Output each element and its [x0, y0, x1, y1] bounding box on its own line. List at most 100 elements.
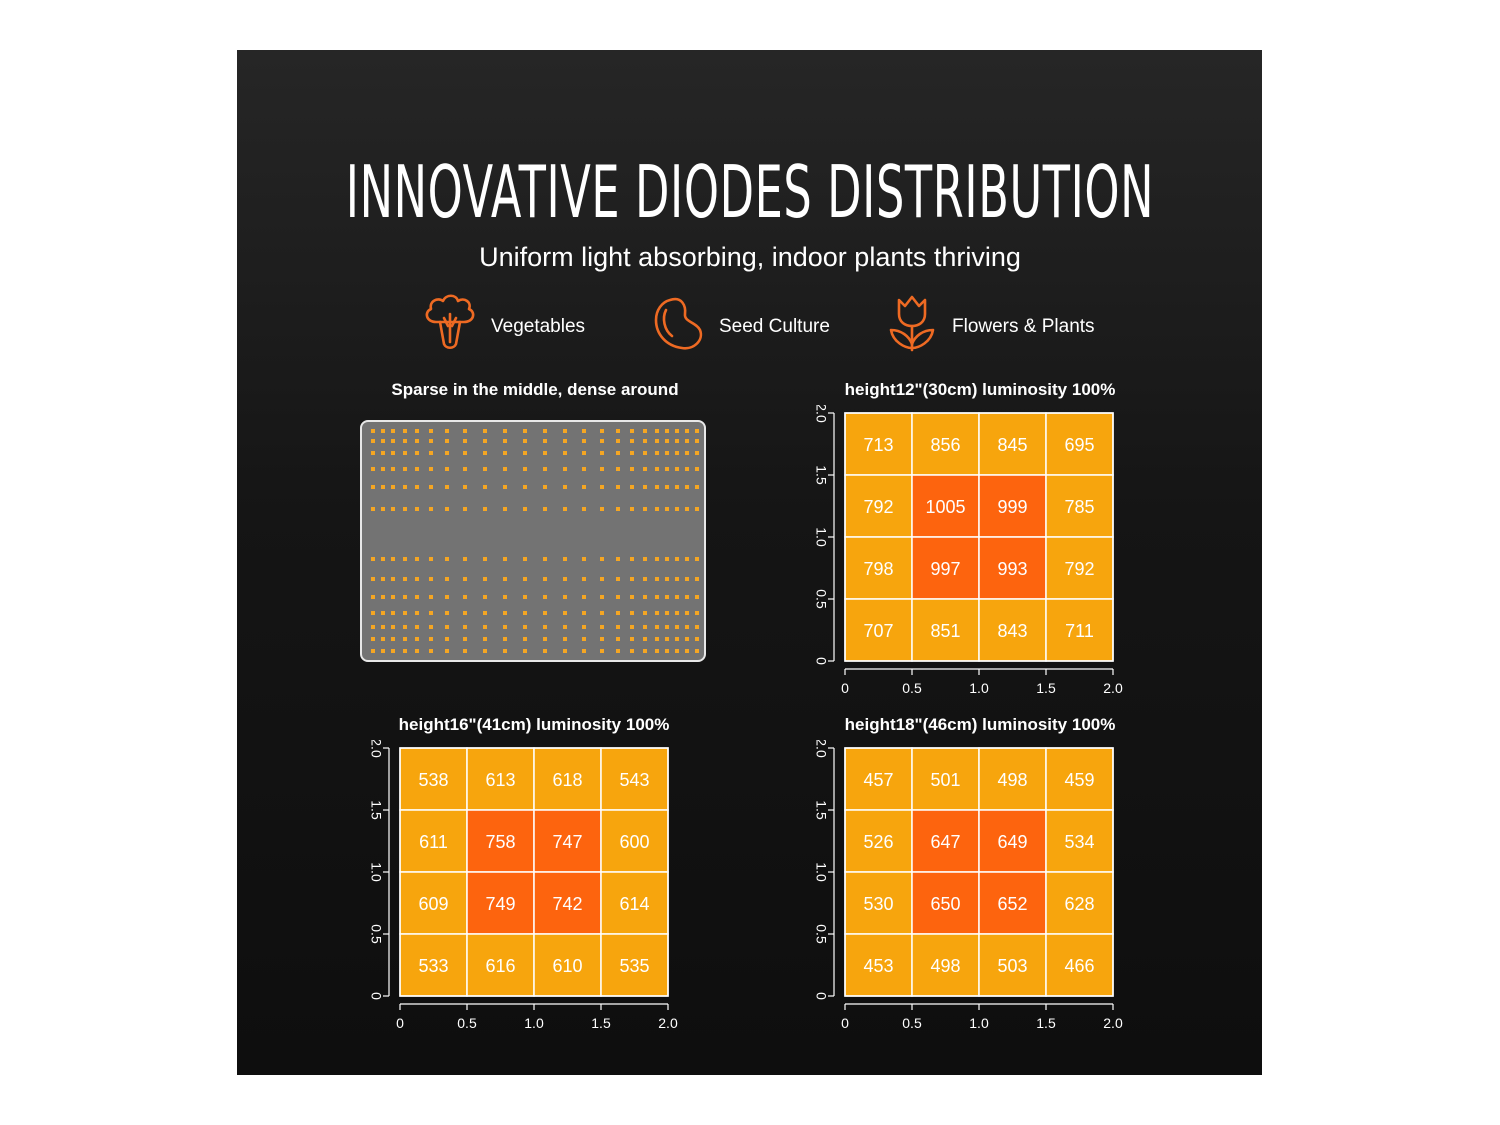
- diode: [695, 611, 699, 615]
- diode: [403, 557, 407, 561]
- diode: [523, 557, 527, 561]
- cell-value-label: 453: [863, 956, 893, 976]
- cell-value-label: 501: [930, 770, 960, 790]
- diode: [685, 429, 689, 433]
- x-tick-label: 1.0: [969, 1015, 989, 1031]
- diode: [429, 557, 433, 561]
- category-flowers-plants: Flowers & Plants: [887, 292, 1117, 354]
- heatmap-cell: [1045, 536, 1114, 600]
- diode: [630, 467, 634, 471]
- diode: [616, 649, 620, 653]
- diode: [582, 429, 586, 433]
- heatmap-cell: [1045, 809, 1114, 873]
- diode: [415, 429, 419, 433]
- diode: [463, 451, 467, 455]
- cell-value-label: 997: [930, 559, 960, 579]
- cell-value-label: 543: [619, 770, 649, 790]
- diode: [381, 467, 385, 471]
- diode: [429, 429, 433, 433]
- x-tick-label: 0.5: [902, 680, 922, 696]
- x-tick-label: 0: [396, 1015, 404, 1031]
- diode: [695, 577, 699, 581]
- heatmap-cell: [466, 871, 535, 935]
- diode: [675, 637, 679, 641]
- diode: [463, 611, 467, 615]
- diode: [600, 595, 604, 599]
- heatmap-cell: [911, 933, 980, 997]
- diode: [675, 649, 679, 653]
- x-tick-label: 1.5: [591, 1015, 611, 1031]
- diode: [543, 611, 547, 615]
- diode: [643, 467, 647, 471]
- chart-title: height16"(41cm) luminosity 100%: [398, 715, 670, 734]
- diode: [582, 625, 586, 629]
- diode: [523, 507, 527, 511]
- x-tick-label: 0: [841, 680, 849, 696]
- diode: [582, 485, 586, 489]
- diode: [463, 637, 467, 641]
- diode: [643, 507, 647, 511]
- diode: [600, 507, 604, 511]
- diode: [403, 507, 407, 511]
- x-tick-label: 0.5: [457, 1015, 477, 1031]
- diode: [655, 429, 659, 433]
- category-label: Vegetables: [491, 316, 586, 337]
- plot-frame: [844, 412, 1114, 662]
- cell-value-label: 652: [997, 894, 1027, 914]
- x-tick-label: 1.0: [969, 680, 989, 696]
- diode: [630, 577, 634, 581]
- diode: [429, 637, 433, 641]
- diode: [616, 637, 620, 641]
- heatmap-cell: [533, 933, 602, 997]
- diode: [445, 649, 449, 653]
- diode-grid: [371, 429, 699, 653]
- diode: [463, 439, 467, 443]
- diode: [429, 611, 433, 615]
- diode: [381, 577, 385, 581]
- x-tick-label: 2.0: [1103, 680, 1123, 696]
- diode: [630, 439, 634, 443]
- diode: [391, 429, 395, 433]
- diode: [685, 595, 689, 599]
- diode: [391, 485, 395, 489]
- x-tick-label: 2.0: [658, 1015, 678, 1031]
- diode: [630, 595, 634, 599]
- diode: [655, 557, 659, 561]
- diode: [445, 557, 449, 561]
- diode: [391, 637, 395, 641]
- diode: [685, 439, 689, 443]
- diode: [543, 649, 547, 653]
- cell-value-label: 798: [863, 559, 893, 579]
- diode: [483, 637, 487, 641]
- y-tick-label: 0.5: [813, 589, 829, 609]
- diode: [655, 485, 659, 489]
- diode: [630, 429, 634, 433]
- diode: [695, 439, 699, 443]
- heatmap-cell: [1045, 598, 1114, 662]
- heatmap-cell: [911, 747, 980, 811]
- diode: [685, 467, 689, 471]
- diode: [483, 485, 487, 489]
- diode: [371, 611, 375, 615]
- x-tick-label: 1.5: [1036, 680, 1056, 696]
- diode: [415, 507, 419, 511]
- diode: [415, 611, 419, 615]
- diode: [503, 595, 507, 599]
- cell-value-label: 609: [418, 894, 448, 914]
- diode: [463, 429, 467, 433]
- cell-value-label: 650: [930, 894, 960, 914]
- diode: [391, 467, 395, 471]
- heatmap-cell: [978, 412, 1047, 476]
- diode: [523, 595, 527, 599]
- diode: [403, 439, 407, 443]
- diode: [675, 451, 679, 455]
- diode: [445, 611, 449, 615]
- diode: [675, 557, 679, 561]
- diode-board: [360, 420, 706, 662]
- cell-value-label: 749: [485, 894, 515, 914]
- chart-title: height18"(46cm) luminosity 100%: [844, 715, 1116, 734]
- diode: [685, 557, 689, 561]
- diode: [665, 649, 669, 653]
- diode: [695, 485, 699, 489]
- diode: [445, 467, 449, 471]
